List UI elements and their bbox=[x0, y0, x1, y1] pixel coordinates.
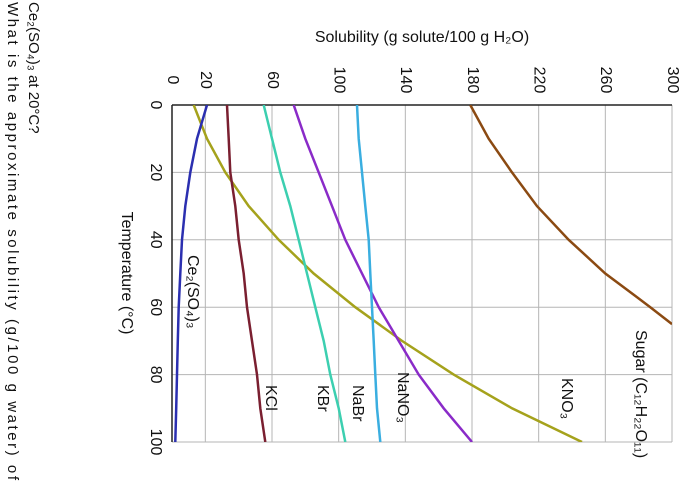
series-line bbox=[469, 105, 672, 326]
x-tick-label: 100 bbox=[147, 429, 164, 456]
series-label: KNO₃ bbox=[558, 378, 575, 419]
y-tick-label: 100 bbox=[330, 67, 347, 94]
y-tick-label: 180 bbox=[464, 67, 481, 94]
x-tick-label: 80 bbox=[147, 366, 164, 384]
x-tick-label: 20 bbox=[147, 164, 164, 182]
x-axis-label: Temperature (°C) bbox=[118, 212, 135, 335]
series-label: Sugar (C₁₂H₂₂O₁₁) bbox=[632, 330, 649, 458]
x-tick-label: 40 bbox=[147, 231, 164, 249]
y-tick-label: 300 bbox=[664, 67, 681, 94]
series-line bbox=[292, 105, 473, 442]
question-line: Ce₂(SO₄)₃ at 20°C? bbox=[25, 2, 42, 134]
series-label: KBr bbox=[314, 385, 331, 412]
y-tick-label: 20 bbox=[197, 71, 214, 89]
series-line bbox=[262, 105, 347, 442]
series-label: NaBr bbox=[349, 385, 366, 422]
y-tick-label: 260 bbox=[597, 67, 614, 94]
plot-area bbox=[174, 105, 672, 442]
series-line bbox=[355, 105, 382, 442]
series-label: KCl bbox=[262, 385, 279, 411]
series-label: NaNO₃ bbox=[394, 372, 411, 423]
x-tick-label: 60 bbox=[147, 298, 164, 316]
y-tick-label: 220 bbox=[530, 67, 547, 94]
series-line bbox=[174, 105, 209, 442]
x-tick-label: 0 bbox=[147, 101, 164, 110]
y-tick-label: 60 bbox=[264, 71, 281, 89]
y-tick-label: 0 bbox=[164, 76, 181, 85]
question-line: What is the approximate solubility (g/10… bbox=[4, 2, 21, 481]
series-label: Ce₂(SO₄)₃ bbox=[184, 255, 201, 328]
y-tick-label: 140 bbox=[397, 67, 414, 94]
series-line bbox=[192, 105, 583, 442]
y-axis-label: Solubility (g solute/100 g H₂O) bbox=[315, 29, 529, 46]
series-line bbox=[225, 105, 267, 442]
